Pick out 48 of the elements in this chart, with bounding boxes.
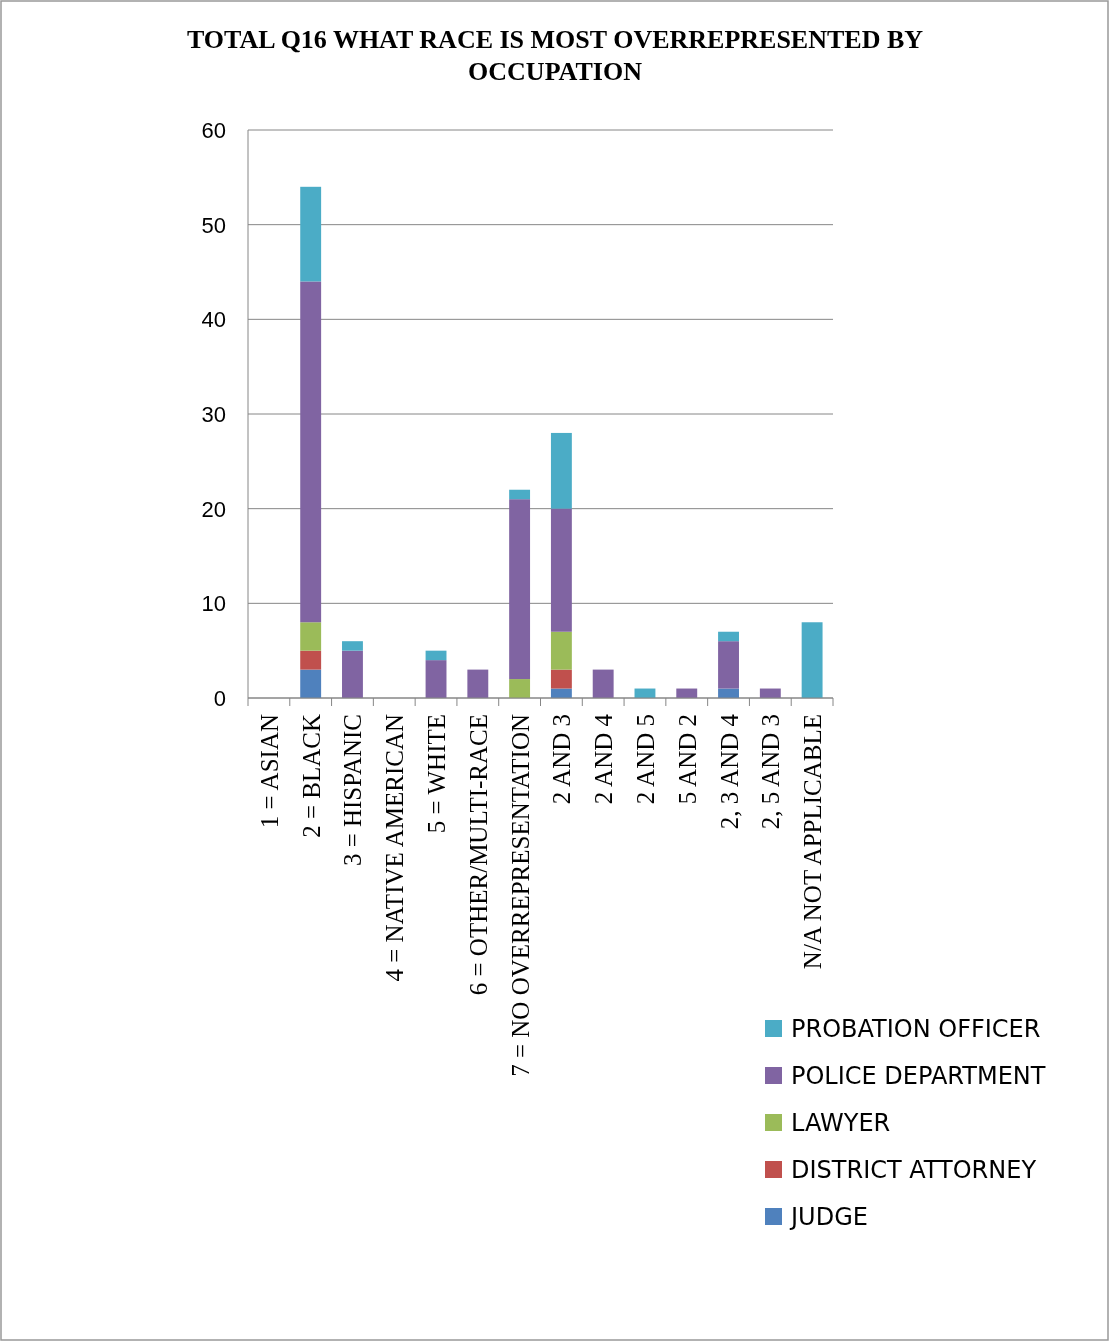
bar <box>509 679 531 698</box>
y-tick-label: 30 <box>201 402 226 427</box>
bar <box>467 669 489 698</box>
bar <box>550 432 572 509</box>
y-tick-label: 0 <box>213 686 226 711</box>
legend-label: PROBATION OFFICER <box>791 1015 1041 1043</box>
bar <box>509 499 531 680</box>
bar <box>300 622 322 651</box>
bar <box>425 650 447 661</box>
bar <box>592 669 614 698</box>
x-tick-label: 3 = HISPANIC <box>339 714 367 867</box>
x-tick-label: 2 AND 3 <box>548 714 576 805</box>
bar <box>550 631 572 670</box>
y-tick-label: 10 <box>201 591 226 617</box>
chart-title: TOTAL Q16 WHAT RACE IS MOST OVERREPRESENTED BY OCCUPATION <box>186 25 924 86</box>
bar <box>718 631 739 642</box>
y-tick-label: 50 <box>201 212 226 238</box>
bar <box>342 650 363 698</box>
x-tick-label: 6 = OTHER/MULTI-RACE <box>464 714 492 996</box>
x-tick-label: 2, 3 AND 4 <box>715 713 743 830</box>
bar <box>509 489 531 500</box>
legend-label: JUDGE <box>789 1203 868 1231</box>
x-tick-label: 5 = WHITE <box>423 714 451 834</box>
bar <box>550 669 572 689</box>
x-tick-label: 1 = ASIAN <box>255 714 283 829</box>
legend-label: LAWYER <box>791 1109 891 1137</box>
legend-label: POLICE DEPARTMENT <box>791 1062 1046 1090</box>
bar <box>300 186 322 282</box>
y-tick-label: 60 <box>201 118 226 143</box>
bar <box>342 641 363 651</box>
legend-label: DISTRICT ATTORNEY <box>791 1156 1037 1184</box>
x-tick-label: 5 AND 2 <box>673 714 701 805</box>
bar <box>801 622 823 698</box>
y-tick-label: 20 <box>201 496 226 522</box>
bar <box>300 281 322 623</box>
x-tick-label: 2 = BLACK <box>297 714 325 838</box>
bar <box>550 508 572 632</box>
bar <box>718 641 739 689</box>
bar <box>300 650 322 670</box>
x-tick-label: N/A NOT APPLICABLE <box>799 714 827 970</box>
x-tick-label: 2 AND 4 <box>590 713 618 805</box>
y-tick-label: 40 <box>201 307 226 333</box>
bar <box>300 669 322 698</box>
x-tick-label: 2, 5 AND 3 <box>757 714 785 830</box>
x-tick-label: 4 = NATIVE AMERICAN <box>381 714 409 982</box>
x-tick-label: 7 = NO OVERREPRESENTATION <box>506 714 534 1077</box>
bar <box>425 660 447 698</box>
x-tick-label: 2 AND 5 <box>631 714 659 805</box>
